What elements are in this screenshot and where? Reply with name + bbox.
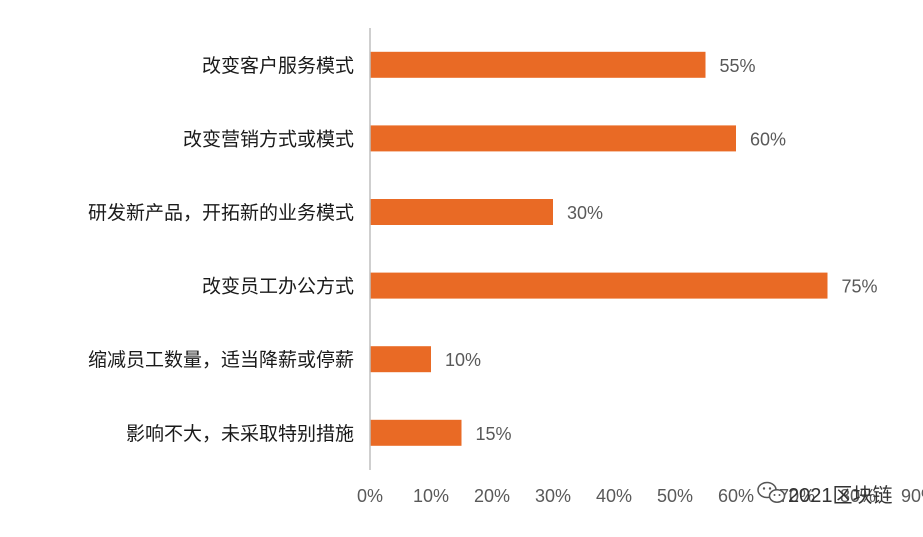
category-label: 改变客户服务模式	[202, 55, 354, 77]
watermark: 2021区块链	[757, 481, 893, 507]
x-axis-tick-labels: 0% 10% 20% 30% 40% 50% 60% 70% 80% 90%	[357, 486, 923, 506]
bar	[370, 199, 553, 225]
category-labels: 改变客户服务模式改变营销方式或模式研发新产品，开拓新的业务模式改变员工办公方式缩…	[88, 55, 354, 445]
watermark-text: 2021区块链	[788, 484, 893, 507]
x-tick-label: 70%	[779, 486, 815, 506]
category-label: 改变员工办公方式	[202, 276, 354, 298]
bar	[370, 272, 828, 299]
value-label: 15%	[476, 424, 512, 444]
x-tick-label: 0%	[357, 486, 383, 506]
value-label: 30%	[567, 203, 603, 223]
value-labels: 55% 60% 30% 75% 10% 15%	[445, 56, 878, 444]
category-label: 缩减员工数量，适当降薪或停薪	[88, 349, 354, 371]
x-tick-label: 80%	[840, 486, 876, 506]
category-label: 研发新产品，开拓新的业务模式	[88, 202, 354, 224]
x-tick-label: 90%	[901, 486, 923, 506]
category-label: 改变营销方式或模式	[183, 128, 354, 150]
bar	[370, 51, 706, 78]
x-tick-label: 30%	[535, 486, 571, 506]
bars-layer	[370, 51, 828, 446]
x-tick-label: 60%	[718, 486, 754, 506]
bar	[370, 125, 736, 152]
bar	[370, 346, 431, 373]
wechat-icon	[757, 481, 786, 503]
x-tick-label: 40%	[596, 486, 632, 506]
value-label: 75%	[842, 277, 878, 297]
x-tick-label: 50%	[657, 486, 693, 506]
x-tick-label: 10%	[413, 486, 449, 506]
bar	[370, 419, 462, 446]
x-tick-label: 20%	[474, 486, 510, 506]
value-label: 55%	[720, 56, 756, 76]
category-label: 影响不大，未采取特别措施	[126, 423, 354, 445]
value-label: 10%	[445, 350, 481, 370]
value-label: 60%	[750, 129, 786, 149]
